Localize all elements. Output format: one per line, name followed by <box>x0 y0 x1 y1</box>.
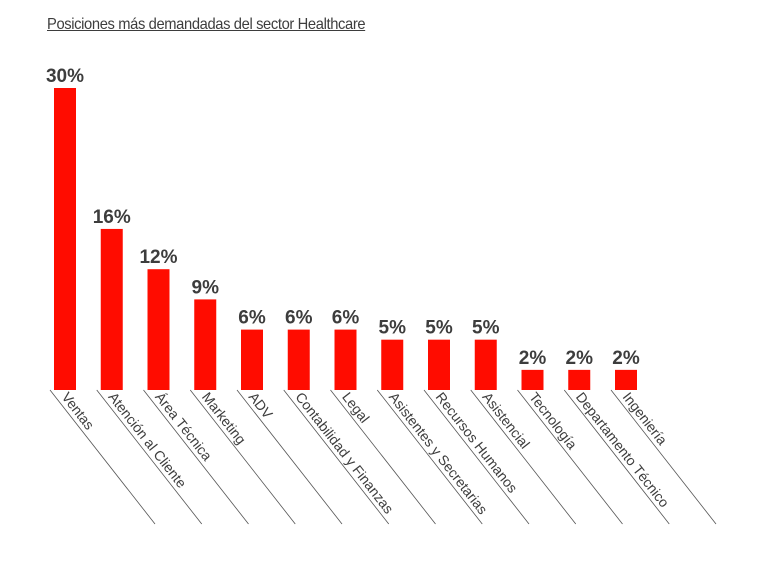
leader-line-1 <box>49 389 156 525</box>
bar-3 <box>147 269 170 390</box>
bar-2 <box>100 228 123 390</box>
data-label-9: 5% <box>425 318 453 339</box>
bar-8 <box>381 339 404 390</box>
data-label-1: 30% <box>46 66 84 87</box>
bar-10 <box>474 339 497 390</box>
leader-line-9 <box>423 389 530 525</box>
data-label-4: 9% <box>192 277 220 298</box>
data-label-8: 5% <box>379 318 407 339</box>
leader-line-3 <box>143 389 249 525</box>
bar-6 <box>287 329 310 390</box>
leader-line-8 <box>376 389 483 525</box>
data-label-13: 2% <box>612 348 640 369</box>
bar-1 <box>54 88 76 390</box>
category-label-11: Tecnología <box>526 389 580 452</box>
leader-line-10 <box>470 389 577 525</box>
leader-line-7 <box>330 389 436 525</box>
data-label-11: 2% <box>519 348 547 369</box>
leader-line-6 <box>283 389 390 525</box>
bars-layer <box>54 88 637 390</box>
bar-7 <box>334 329 357 390</box>
bar-13 <box>615 369 637 390</box>
data-label-10: 5% <box>472 318 500 339</box>
leader-line-5 <box>236 389 343 525</box>
leader-line-12 <box>563 389 670 525</box>
data-label-12: 2% <box>566 348 594 369</box>
category-label-13: Ingeniería <box>620 389 671 448</box>
category-label-9: Recursos Humanos <box>433 389 521 496</box>
data-label-7: 6% <box>332 308 360 329</box>
data-label-5: 6% <box>238 308 266 329</box>
category-label-4: Marketing <box>199 389 249 447</box>
bar-4 <box>194 299 217 390</box>
leader-line-2 <box>96 389 203 525</box>
leader-line-13 <box>610 389 717 525</box>
category-label-5: ADV <box>246 389 277 422</box>
leader-lines-layer <box>49 389 717 525</box>
leader-line-4 <box>189 389 296 525</box>
data-label-6: 6% <box>285 308 313 329</box>
bar-9 <box>428 339 450 390</box>
chart-title: Posiciones más demandadas del sector Hea… <box>47 16 366 33</box>
value-labels-layer: 30% 16% 12% 9% 6% 6% 6% 5% 5% 5% 2% 2% 2% <box>46 66 640 369</box>
bar-12 <box>568 369 591 390</box>
bar-5 <box>241 329 263 390</box>
data-label-2: 16% <box>93 207 131 228</box>
leader-line-11 <box>517 389 623 525</box>
bar-11 <box>521 369 544 390</box>
data-label-3: 12% <box>139 247 177 268</box>
